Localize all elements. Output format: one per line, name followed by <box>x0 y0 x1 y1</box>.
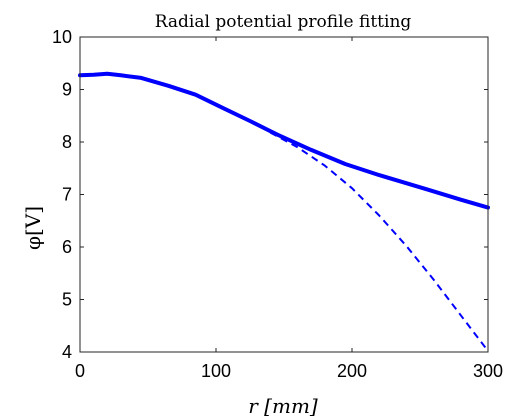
x-tick-label: 0 <box>75 361 85 381</box>
y-axis-label: φ[V] <box>21 206 45 250</box>
y-tick-label: 7 <box>62 185 72 205</box>
series-line-dashed <box>269 131 489 352</box>
x-tick-label: 200 <box>337 361 367 381</box>
x-axis-label: r [mm] <box>248 394 318 418</box>
y-axis: 4 5 6 7 8 9 10 <box>52 27 488 362</box>
y-tick-label: 4 <box>62 342 72 362</box>
y-tick-label: 10 <box>52 27 72 47</box>
series-line-solid <box>78 71 490 210</box>
x-axis: 0 100 200 300 <box>75 37 503 381</box>
plot-frame <box>79 36 489 353</box>
x-axis-label-text: r [mm] <box>248 394 318 418</box>
x-tick-label: 300 <box>473 361 503 381</box>
x-tick-label: 100 <box>201 361 231 381</box>
y-tick-label: 9 <box>62 80 72 100</box>
y-tick-label: 5 <box>62 290 72 310</box>
chart-title: Radial potential profile fitting <box>155 12 412 32</box>
plot-area <box>78 36 490 353</box>
y-tick-label: 6 <box>62 237 72 257</box>
y-tick-label: 8 <box>62 132 72 152</box>
